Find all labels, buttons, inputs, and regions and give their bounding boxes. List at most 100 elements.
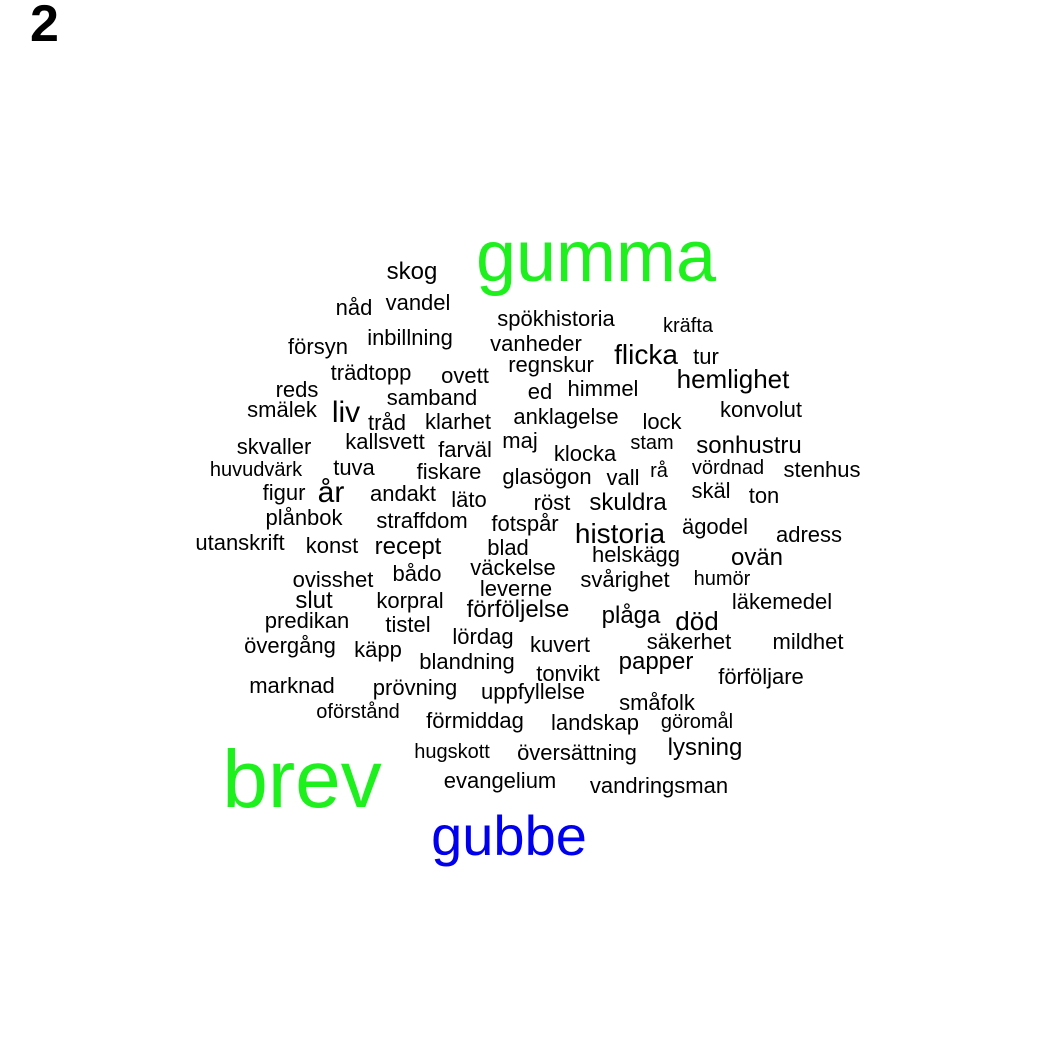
word-humör: humör xyxy=(693,568,751,590)
word-brev: brev xyxy=(222,734,382,825)
word-spökhistoria: spökhistoria xyxy=(497,306,615,331)
word-marknad: marknad xyxy=(249,673,335,698)
word-flicka: flicka xyxy=(614,339,678,370)
word-lysning: lysning xyxy=(667,734,743,761)
word-andakt: andakt xyxy=(369,481,437,506)
word-maj: maj xyxy=(502,428,538,453)
word-trädtopp: trädtopp xyxy=(330,360,412,385)
word-väckelse: väckelse xyxy=(470,555,556,580)
word-utanskrift: utanskrift xyxy=(195,530,285,555)
word-liv: liv xyxy=(331,396,361,429)
word-kräfta: kräfta xyxy=(662,315,714,337)
word-straffdom: straffdom xyxy=(376,508,468,533)
word-helskägg: helskägg xyxy=(591,542,681,567)
word-säkerhet: säkerhet xyxy=(646,629,732,654)
word-läto: läto xyxy=(451,487,487,512)
word-plåga: plåga xyxy=(601,602,661,629)
word-bådo: bådo xyxy=(392,561,442,586)
word-uppfyllelse: uppfyllelse xyxy=(481,679,585,704)
word-tuva: tuva xyxy=(333,455,375,480)
word-himmel: himmel xyxy=(567,376,639,401)
word-evangelium: evangelium xyxy=(443,768,557,793)
word-vanheder: vanheder xyxy=(490,331,582,356)
word-huvudvärk: huvudvärk xyxy=(209,459,303,481)
word-kuvert: kuvert xyxy=(530,632,590,657)
word-fotspår: fotspår xyxy=(491,511,559,536)
word-lock: lock xyxy=(642,409,682,434)
word-vandel: vandel xyxy=(385,290,451,315)
word-samband: samband xyxy=(386,385,478,410)
word-anklagelse: anklagelse xyxy=(513,404,619,429)
word-recept: recept xyxy=(374,533,442,560)
word-reds: reds xyxy=(275,377,319,402)
word-klarhet: klarhet xyxy=(424,409,492,434)
word-inbillning: inbillning xyxy=(367,325,453,350)
word-ovisshet: ovisshet xyxy=(292,567,374,592)
word-ägodel: ägodel xyxy=(681,514,749,539)
word-klocka: klocka xyxy=(553,441,617,466)
word-rå: rå xyxy=(650,460,668,482)
word-läkemedel: läkemedel xyxy=(731,589,833,614)
word-konvolut: konvolut xyxy=(720,397,802,422)
word-förföljelse: förföljelse xyxy=(466,596,570,623)
word-stam: stam xyxy=(630,432,674,454)
word-figur: figur xyxy=(262,480,306,505)
word-tonvikt: tonvikt xyxy=(536,661,600,686)
word-landskap: landskap xyxy=(550,710,640,735)
word-gumma: gumma xyxy=(475,217,717,297)
word-nåd: nåd xyxy=(335,295,373,320)
word-vall: vall xyxy=(606,465,640,490)
word-stenhus: stenhus xyxy=(783,457,861,482)
word-röst: röst xyxy=(533,490,571,515)
word-försyn: försyn xyxy=(288,334,348,359)
word-död: död xyxy=(675,606,719,636)
word-oförstånd: oförstånd xyxy=(316,701,400,723)
word-övergång: övergång xyxy=(244,633,336,658)
word-skuldra: skuldra xyxy=(589,489,667,516)
word-prövning: prövning xyxy=(372,675,458,700)
word-översättning: översättning xyxy=(517,740,637,765)
word-fiskare: fiskare xyxy=(416,459,482,484)
word-göromål: göromål xyxy=(660,711,734,733)
word-vandringsman: vandringsman xyxy=(589,773,729,798)
word-blad: blad xyxy=(487,535,529,560)
word-tur: tur xyxy=(693,344,719,369)
word-papper: papper xyxy=(618,648,694,675)
word-skäl: skäl xyxy=(691,478,731,503)
word-ovän: ovän xyxy=(730,544,784,571)
word-adress: adress xyxy=(775,522,843,547)
word-smälek: smälek xyxy=(247,397,317,422)
word-hemlighet: hemlighet xyxy=(676,364,790,394)
word-regnskur: regnskur xyxy=(508,352,594,377)
word-farväl: farväl xyxy=(438,437,492,462)
word-svårighet: svårighet xyxy=(580,567,670,592)
word-skvaller: skvaller xyxy=(236,434,312,459)
word-kallsvett: kallsvett xyxy=(345,429,425,454)
word-vördnad: vördnad xyxy=(691,457,765,479)
word-konst: konst xyxy=(305,533,359,558)
word-förföljare: förföljare xyxy=(718,664,804,689)
word-blandning: blandning xyxy=(419,649,515,674)
word-hugskott: hugskott xyxy=(414,741,490,763)
word-tistel: tistel xyxy=(385,612,431,637)
word-tråd: tråd xyxy=(368,410,406,435)
word-leverne: leverne xyxy=(479,576,553,601)
word-ed: ed xyxy=(527,379,553,404)
word-korpral: korpral xyxy=(376,588,444,613)
word-plånbok: plånbok xyxy=(265,505,343,530)
word-förmiddag: förmiddag xyxy=(426,708,524,733)
word-glasögon: glasögon xyxy=(502,464,592,489)
word-ovett: ovett xyxy=(441,363,489,388)
word-ton: ton xyxy=(748,483,780,508)
word-historia: historia xyxy=(574,518,666,549)
word-sonhustru: sonhustru xyxy=(696,432,802,459)
word-mildhet: mildhet xyxy=(772,629,844,654)
word-lördag: lördag xyxy=(452,624,514,649)
word-käpp: käpp xyxy=(354,637,402,662)
word-skog: skog xyxy=(386,258,438,285)
word-småfolk: småfolk xyxy=(619,690,695,715)
word-år: år xyxy=(317,476,345,509)
word-gubbe: gubbe xyxy=(431,804,587,867)
word-predikan: predikan xyxy=(264,608,350,633)
